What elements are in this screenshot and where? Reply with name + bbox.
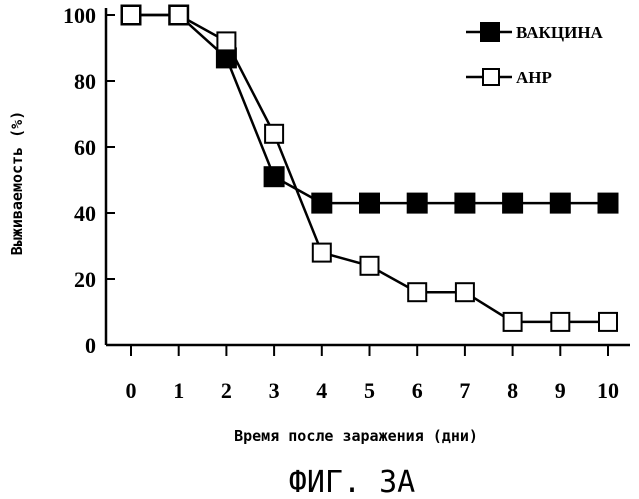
data-point-ahr bbox=[170, 6, 188, 24]
x-tick-label: 6 bbox=[412, 378, 423, 403]
y-tick-label: 0 bbox=[85, 333, 96, 358]
legend-marker-vaccine bbox=[481, 23, 499, 41]
figure-caption: ФИГ. 3А bbox=[289, 465, 415, 499]
data-point-ahr bbox=[313, 244, 331, 262]
x-tick-label: 7 bbox=[459, 378, 470, 403]
x-tick-label: 10 bbox=[597, 378, 619, 403]
data-point-vaccine bbox=[503, 193, 523, 213]
legend-marker-ahr bbox=[483, 69, 499, 85]
legend-label-ahr: АНР bbox=[516, 68, 552, 87]
series-lines bbox=[131, 15, 608, 322]
data-point-ahr bbox=[361, 257, 379, 275]
x-ticks: 0 1 2 3 4 5 6 7 8 9 10 bbox=[126, 345, 620, 403]
x-tick-label: 0 bbox=[126, 378, 137, 403]
x-tick-label: 5 bbox=[364, 378, 375, 403]
series-line-ahr bbox=[131, 15, 608, 322]
data-point-ahr bbox=[122, 6, 140, 24]
data-point-ahr bbox=[504, 313, 522, 331]
series-line-vaccine bbox=[131, 15, 608, 203]
data-point-ahr bbox=[456, 283, 474, 301]
data-point-vaccine bbox=[360, 193, 380, 213]
data-point-vaccine bbox=[550, 193, 570, 213]
data-point-ahr bbox=[551, 313, 569, 331]
x-axis-title: Время после заражения (дни) bbox=[234, 427, 478, 445]
chart-axes bbox=[106, 8, 630, 345]
data-point-vaccine bbox=[455, 193, 475, 213]
data-point-ahr bbox=[217, 32, 235, 50]
x-tick-label: 3 bbox=[269, 378, 280, 403]
y-tick-label: 80 bbox=[74, 69, 96, 94]
data-point-ahr bbox=[408, 283, 426, 301]
series-markers bbox=[121, 5, 618, 331]
data-point-vaccine bbox=[264, 167, 284, 187]
data-point-vaccine bbox=[598, 193, 618, 213]
x-tick-label: 1 bbox=[173, 378, 184, 403]
y-tick-label: 20 bbox=[74, 267, 96, 292]
x-tick-label: 2 bbox=[221, 378, 232, 403]
x-tick-label: 9 bbox=[555, 378, 566, 403]
x-tick-label: 4 bbox=[316, 378, 327, 403]
x-tick-label: 8 bbox=[507, 378, 518, 403]
y-axis-title: Выживаемость (%) bbox=[8, 111, 26, 256]
legend: ВАКЦИНА АНР bbox=[466, 23, 604, 87]
y-tick-label: 100 bbox=[63, 3, 96, 28]
data-point-vaccine bbox=[407, 193, 427, 213]
y-tick-label: 60 bbox=[74, 135, 96, 160]
y-tick-label: 40 bbox=[74, 201, 96, 226]
legend-item-vaccine: ВАКЦИНА bbox=[466, 23, 604, 42]
data-point-ahr bbox=[265, 125, 283, 143]
legend-label-vaccine: ВАКЦИНА bbox=[516, 23, 604, 42]
legend-item-ahr: АНР bbox=[466, 68, 552, 87]
data-point-vaccine bbox=[312, 193, 332, 213]
data-point-ahr bbox=[599, 313, 617, 331]
